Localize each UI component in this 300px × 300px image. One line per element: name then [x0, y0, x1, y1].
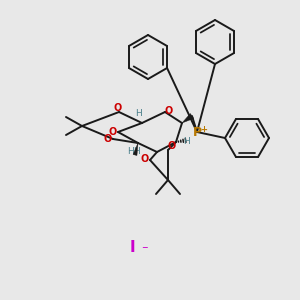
Text: O: O	[165, 106, 173, 116]
Polygon shape	[182, 113, 194, 123]
Text: ⁻: ⁻	[141, 244, 147, 257]
Text: O: O	[104, 134, 112, 144]
Text: H: H	[134, 148, 140, 157]
Text: O: O	[141, 154, 149, 164]
Text: H: H	[136, 110, 142, 118]
Text: O: O	[168, 141, 176, 151]
Text: I: I	[129, 241, 135, 256]
Text: O: O	[114, 103, 122, 113]
Text: O: O	[109, 127, 117, 137]
Polygon shape	[133, 143, 138, 155]
Text: +: +	[200, 124, 208, 134]
Text: H: H	[128, 148, 134, 157]
Text: P: P	[192, 125, 202, 139]
Text: H: H	[183, 136, 189, 146]
